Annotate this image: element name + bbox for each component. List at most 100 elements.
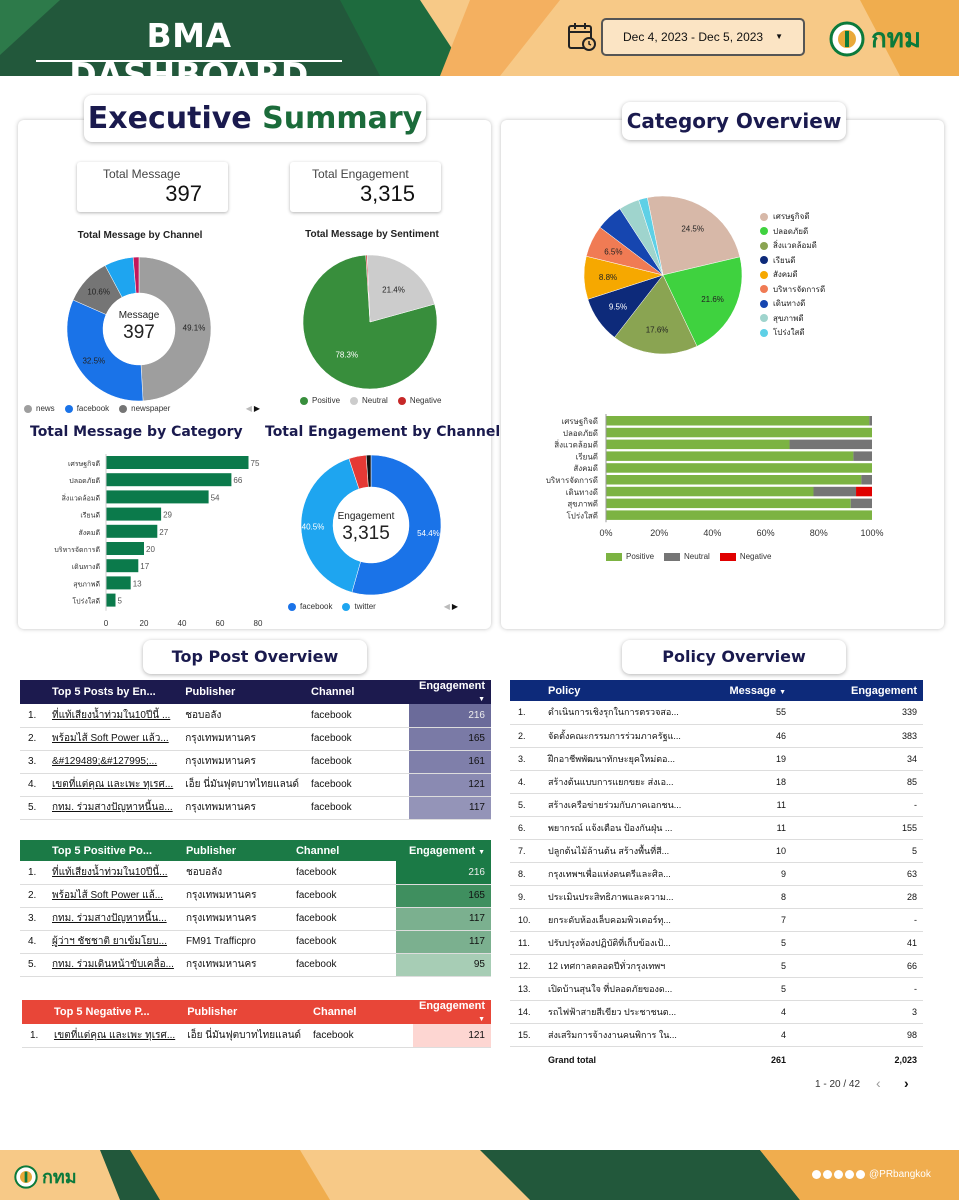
- post-link[interactable]: พร้อมไส้ Soft Power แล้...: [46, 884, 180, 908]
- post-link[interactable]: กทม. ร่วมสางปัญหาหนี้น...: [46, 907, 180, 931]
- slice-สิ่งแวดล้อมดี[interactable]: [614, 274, 698, 355]
- col-header[interactable]: Engagement: [850, 684, 917, 697]
- table-row[interactable]: 5. สร้างเครือข่ายร่วมกับภาคเอกชน... 11-: [510, 793, 923, 817]
- table-row[interactable]: 15. ส่งเสริมการจ้างงานคนพิการ ใน... 4 98: [510, 1023, 923, 1047]
- table-row[interactable]: 5. กทม. ร่วมสางปัญหาหนี้นอ... กรุงเทพมหานค…: [20, 796, 491, 820]
- table-row[interactable]: 4. เขตที่แต่คุณ และเพะ ทุเรศ... เอ็ย นี่มั…: [20, 773, 491, 797]
- bar-positive-segment[interactable]: [606, 486, 814, 497]
- slice-Negative[interactable]: [365, 254, 371, 323]
- post-link[interactable]: ผู้ว่าฯ ชัชชาติ ยาเข้มโยบ...: [46, 930, 180, 954]
- table-row[interactable]: 1. เขตที่แต่คุณ และเพะ ทุเรศ... เอ็ย นี่มั…: [22, 1024, 491, 1048]
- col-header[interactable]: Channel: [313, 1006, 357, 1018]
- slice-โปร่งใสดี[interactable]: [638, 197, 664, 276]
- col-header-sorted[interactable]: Engagement ▼: [418, 680, 485, 703]
- post-link[interactable]: พร้อมไส้ Soft Power แล้ว...: [46, 727, 180, 751]
- col-header[interactable]: Top 5 Posts by En...: [52, 686, 156, 698]
- post-link[interactable]: เขตที่แต่คุณ และเพะ ทุเรศ...: [46, 773, 180, 797]
- col-header[interactable]: Channel: [311, 686, 355, 698]
- table-row[interactable]: 2. จัดตั้งคณะกรรมการร่วมภาครัฐแ... 46 383: [510, 724, 923, 748]
- slice-เศรษฐกิจดี[interactable]: [647, 195, 741, 276]
- bar-เศรษฐกิจดี[interactable]: [106, 456, 249, 469]
- bar-neutral-segment[interactable]: [861, 475, 872, 485]
- table-row[interactable]: 2. พร้อมไส้ Soft Power แล้ว... กรุงเทพมหาน…: [20, 727, 491, 751]
- bar-positive-segment[interactable]: [606, 498, 851, 509]
- date-range-selector[interactable]: Dec 4, 2023 - Dec 5, 2023 ▼: [601, 18, 805, 56]
- table-row[interactable]: 12. 12 เทศกาลตลอดปีทั่วกรุงเทพฯ 5 66: [510, 954, 923, 978]
- legend-prev-icon[interactable]: ◀: [443, 602, 450, 611]
- bar-neutral-segment[interactable]: [869, 416, 872, 426]
- bar-สังคมดี[interactable]: [106, 524, 158, 538]
- col-header-sorted[interactable]: Message ▼: [729, 684, 786, 697]
- bar-positive-segment[interactable]: [606, 439, 790, 450]
- table-row[interactable]: 4. สร้างต้นแบบการแยกขยะ ส่งเอ... 18 85: [510, 770, 923, 794]
- table-row[interactable]: 14. รถไฟฟ้าสายสีเขียว ประชาชนต... 4 3: [510, 1000, 923, 1024]
- post-link[interactable]: เขตที่แต่คุณ และเพะ ทุเรศ...: [47, 1024, 182, 1048]
- col-header[interactable]: Top 5 Positive Po...: [52, 844, 153, 857]
- table-row[interactable]: 4. ผู้ว่าฯ ชัชชาติ ยาเข้มโยบ... FM91 Traff…: [20, 930, 491, 954]
- post-link[interactable]: ที่แท้เสียงน้ำท่วมใน10ปีนี้...: [46, 861, 180, 885]
- bar-negative-segment[interactable]: [856, 486, 872, 497]
- col-header-sorted[interactable]: Engagement ▼: [418, 1000, 485, 1023]
- bar-neutral-segment[interactable]: [813, 486, 857, 497]
- table-row[interactable]: 3. ฝึกอาชีพพัฒนาทักษะยุคใหม่ตอ... 19 34: [510, 747, 923, 771]
- bar-ปลอดภัยดี[interactable]: [106, 473, 232, 487]
- col-header[interactable]: Channel: [295, 844, 340, 857]
- bar-สิ่งแวดล้อมดี[interactable]: [106, 490, 209, 504]
- category-bar-chart[interactable]: เศรษฐกิจดี 75 ปลอดภัยดี 66 สิ่งแวดล้อมดี 54 เร…: [20, 450, 270, 628]
- table-row[interactable]: 7. ปลูกต้นไม้ล้านต้น สร้างพื้นที่สี... 10 5: [510, 839, 923, 863]
- table-row[interactable]: 3. &#129489;&#127995;... กรุงเทพมหานคร face…: [20, 750, 491, 774]
- bar-positive-segment[interactable]: [606, 451, 854, 461]
- bar-บริหารจัดการดี[interactable]: [106, 542, 144, 555]
- slice-Neutral[interactable]: [366, 254, 435, 323]
- bar-เดินทางดี[interactable]: [106, 559, 139, 573]
- col-header[interactable]: Top 5 Negative P...: [53, 1006, 150, 1018]
- slice-label: 9.5%: [609, 303, 627, 312]
- bar-neutral-segment[interactable]: [789, 439, 872, 450]
- post-link[interactable]: กทม. ร่วมสางปัญหาหนี้นอ...: [46, 796, 180, 820]
- slice-ปลอดภัยดี[interactable]: [662, 256, 743, 347]
- category-tick-label: ปลอดภัยดี: [563, 429, 598, 438]
- post-link[interactable]: ที่แท้เสียงน้ำท่วมใน10ปีนี้ ...: [46, 704, 180, 728]
- col-header[interactable]: Publisher: [185, 686, 236, 698]
- table-row[interactable]: 6. พยากรณ์ แจ้งเตือน ป้องกันฝุ่น ... 11 155: [510, 816, 923, 840]
- table-row[interactable]: 1. ที่แท้เสียงน้ำท่วมใน10ปีนี้ ... ชอบอลัง…: [20, 704, 491, 728]
- col-header[interactable]: Policy: [548, 684, 581, 697]
- table-row[interactable]: 1. ที่แท้เสียงน้ำท่วมใน10ปีนี้... ชอบอลัง f…: [20, 861, 491, 885]
- next-page-icon[interactable]: ›: [904, 1075, 909, 1091]
- bar-positive-segment[interactable]: [606, 510, 872, 520]
- bar-neutral-segment[interactable]: [850, 498, 872, 509]
- bar-โปร่งใสดี[interactable]: [106, 593, 116, 607]
- legend-next-icon[interactable]: ▶: [451, 602, 458, 611]
- post-link[interactable]: &#129489;&#127995;...: [46, 750, 180, 774]
- table-row[interactable]: 13. เปิดบ้านสุนใจ ที่ปลอดภัยของด... 5-: [510, 977, 923, 1001]
- category-pie-chart[interactable]: 24.5% 21.6% 17.6% 9.5% 8.8% 6.5%: [583, 195, 743, 355]
- table-row[interactable]: 11. ปรับปรุงห้องปฏิบัติที่เก็บข้องเป้... 5…: [510, 931, 923, 955]
- table-row[interactable]: 5. กทม. ร่วมเดินหน้าขับเคลื่อ... กรุงเทพมห…: [20, 953, 491, 977]
- table-row[interactable]: 2. พร้อมไส้ Soft Power แล้... กรุงเทพมหานค…: [20, 884, 491, 908]
- prev-page-icon[interactable]: ‹: [876, 1075, 881, 1091]
- legend-next-icon[interactable]: ▶: [253, 404, 260, 413]
- col-header[interactable]: Publisher: [187, 1006, 238, 1018]
- table-row[interactable]: 10. ยกระดับห้องเล็บคอมพิวเตอร์ทุ... 7-: [510, 908, 923, 932]
- table-row[interactable]: 1. ดำเนินการเชิงรุกในการตรวจสอ... 55 339: [510, 701, 923, 725]
- bar-neutral-segment[interactable]: [853, 451, 872, 461]
- legend-prev-icon[interactable]: ◀: [245, 404, 252, 413]
- col-header[interactable]: Publisher: [185, 844, 237, 857]
- bar-positive-segment[interactable]: [606, 427, 872, 438]
- channel-donut-chart[interactable]: 49.1% 32.5% 10.6%: [66, 256, 212, 402]
- calendar-icon[interactable]: [567, 22, 597, 57]
- bar-positive-segment[interactable]: [606, 416, 870, 426]
- col-header-sorted[interactable]: Engagement ▼: [408, 844, 485, 857]
- table-cell: จัดตั้งคณะกรรมการร่วมภาครัฐแ...: [542, 724, 702, 748]
- table-row[interactable]: 9. ประเมินประสิทธิภาพและความ... 8 28: [510, 885, 923, 909]
- bar-เรียนดี[interactable]: [106, 507, 162, 521]
- bar-positive-segment[interactable]: [606, 475, 862, 485]
- post-link[interactable]: กทม. ร่วมเดินหน้าขับเคลื่อ...: [46, 953, 180, 977]
- bar-สุขภาพดี[interactable]: [106, 576, 131, 590]
- engagement-donut-chart[interactable]: 54.4% 40.5%: [300, 454, 442, 596]
- sentiment-pie-chart[interactable]: 78.3% 21.4%: [302, 254, 438, 390]
- table-row[interactable]: 3. กทม. ร่วมสางปัญหาหนี้น... กรุงเทพมหานคร…: [20, 907, 491, 931]
- category-stacked-bar-chart[interactable]: เศรษฐกิจดีปลอดภัยดีสิ่งแวดล้อมดีเรียนดีส…: [520, 410, 940, 570]
- bar-positive-segment[interactable]: [606, 463, 872, 473]
- table-row[interactable]: 8. กรุงเทพฯเพื่อแห่งดนตรีและศิล... 9 63: [510, 862, 923, 886]
